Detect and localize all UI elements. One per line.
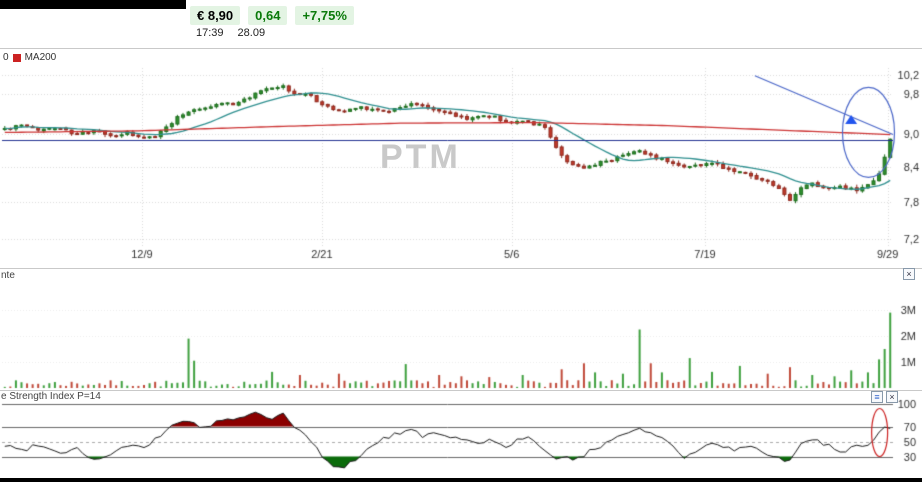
price-change: 0,64 [248, 6, 288, 25]
quote-date: 28.09 [237, 27, 266, 39]
volume-panel-label: nte [1, 270, 15, 281]
volume-close-button[interactable]: × [903, 268, 915, 280]
rsi-settings-button[interactable]: ≡ [871, 391, 883, 403]
quote-subheader: 17:39 28.09 [196, 27, 265, 39]
price-change-percent: +7,75% [295, 6, 354, 25]
ma200-color-swatch [12, 53, 21, 62]
rsi-panel-label: e Strength Index P=14 [1, 391, 101, 402]
quote-header: € 8,90 0,64 +7,75% [190, 6, 354, 25]
ma200-legend-label: MA200 [24, 52, 57, 63]
bottom-black-bar [0, 478, 922, 482]
last-price: € 8,90 [190, 6, 241, 25]
rsi-panel-separator [0, 390, 922, 391]
top-left-black-bar [0, 0, 186, 9]
volume-panel-separator [0, 268, 922, 269]
quote-time: 17:39 [196, 27, 224, 39]
chart-legend: 0 MA200 [3, 52, 56, 63]
rsi-close-button[interactable]: × [886, 391, 898, 403]
header-separator [0, 48, 922, 49]
legend-left-text: 0 [3, 52, 9, 63]
